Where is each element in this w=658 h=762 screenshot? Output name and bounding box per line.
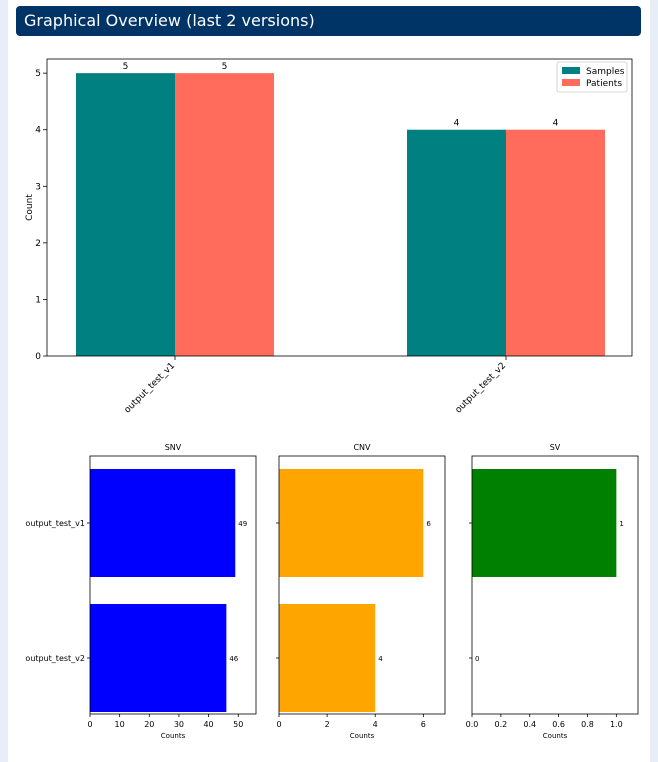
snv-bar-data-label: 49 [238, 520, 247, 528]
bar-patients-output_test_v2 [506, 129, 605, 356]
sv-plot-frame [471, 455, 639, 715]
cnv-x-tick-label: 6 [421, 720, 426, 729]
cnv-x-tick-label: 2 [325, 720, 330, 729]
cnv-bar-output_test_v1 [279, 469, 424, 577]
snv-x-tick-label: 20 [144, 720, 154, 729]
sv-x-axis-label: Counts [543, 732, 568, 740]
y-tick-label: output_test_v2 [25, 654, 85, 663]
y-tick-label: output_test_v1 [25, 519, 85, 528]
cnv-plot-frame [278, 455, 446, 715]
y-tick-label: 2 [35, 239, 41, 249]
cnv-bar-output_test_v2 [279, 604, 376, 712]
bar-samples-output_test_v1 [76, 73, 175, 357]
sv-x-tick-label: 0.8 [581, 720, 594, 729]
bar-patients-output_test_v1 [175, 73, 274, 357]
snv-x-tick-label: 0 [87, 720, 92, 729]
cnv-chart-title: CNV [353, 443, 371, 452]
snv-bar-output_test_v2 [90, 604, 227, 712]
bar-data-label: 4 [454, 119, 460, 129]
y-tick-label: 4 [35, 126, 41, 136]
snv-x-axis-label: Counts [161, 732, 186, 740]
bar-data-label: 4 [553, 119, 559, 129]
snv-x-tick-label: 40 [203, 720, 213, 729]
sv-x-tick-label: 0.4 [523, 720, 536, 729]
snv-chart-title: SNV [165, 443, 182, 452]
y-tick-label: 0 [35, 352, 41, 362]
bar-samples-output_test_v2 [407, 129, 506, 356]
section-title: Graphical Overview (last 2 versions) [24, 11, 315, 30]
x-tick-label: output_test_v2 [454, 361, 508, 415]
snv-x-tick-label: 30 [174, 720, 184, 729]
snv-bar-output_test_v1 [90, 469, 236, 577]
snv-bar-data-label: 46 [229, 655, 238, 663]
y-tick-label: 5 [35, 69, 41, 79]
sv-bar-data-label: 1 [619, 520, 623, 528]
legend-label-samples: Samples [586, 67, 625, 77]
main-plot-frame [46, 58, 633, 357]
sv-x-tick-label: 0.0 [466, 720, 479, 729]
cnv-x-tick-label: 4 [373, 720, 378, 729]
y-tick-label: 1 [35, 295, 41, 305]
legend-label-patients: Patients [586, 79, 622, 89]
legend-swatch-samples [562, 67, 580, 74]
cnv-x-tick-label: 0 [276, 720, 281, 729]
cnv-bar-data-label: 4 [378, 655, 383, 663]
snv-x-tick-label: 50 [233, 720, 243, 729]
legend-swatch-patients [562, 79, 580, 86]
section-header: Graphical Overview (last 2 versions) [16, 6, 641, 36]
snv-x-tick-label: 10 [115, 720, 125, 729]
x-tick-label: output_test_v1 [123, 361, 177, 415]
sv-bar-output_test_v1 [472, 469, 617, 577]
y-axis-label: Count [25, 194, 35, 221]
cnv-bar-data-label: 6 [426, 520, 431, 528]
snv-plot-frame [89, 455, 257, 715]
sv-chart-title: SV [550, 443, 561, 452]
sv-x-tick-label: 1.0 [610, 720, 623, 729]
y-tick-label: 3 [35, 182, 41, 192]
bar-data-label: 5 [222, 62, 228, 72]
sv-x-tick-label: 0.6 [552, 720, 565, 729]
cnv-x-axis-label: Counts [350, 732, 375, 740]
sv-x-tick-label: 0.2 [495, 720, 508, 729]
bar-data-label: 5 [123, 62, 129, 72]
sv-bar-data-label: 0 [475, 655, 479, 663]
